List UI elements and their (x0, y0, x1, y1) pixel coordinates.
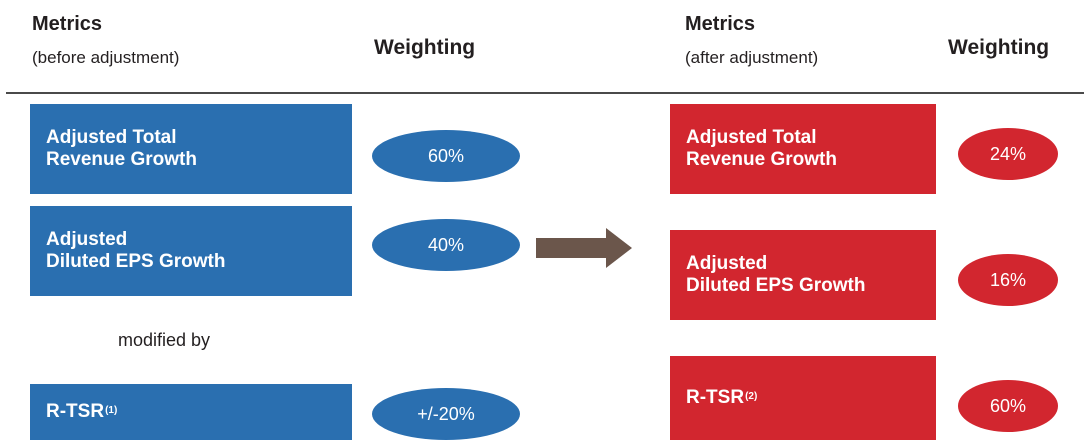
before-metrics-heading: Metrics (32, 13, 103, 35)
footnote-marker: (2) (745, 391, 758, 402)
after-weighting-heading: Weighting (948, 36, 1050, 59)
before-metric-revenue-growth: Adjusted Total Revenue Growth (30, 104, 352, 194)
after-metric-eps-growth: Adjusted Diluted EPS Growth (670, 230, 936, 320)
before-weight-rtsr: +/-20% (372, 388, 520, 440)
metric-label-line2: Diluted EPS Growth (686, 275, 866, 296)
after-weight-revenue-growth: 24% (958, 128, 1058, 180)
modified-by-text: modified by (118, 330, 211, 350)
metric-label-line2: Revenue Growth (46, 149, 197, 170)
after-metric-rtsr: R-TSR(2) (670, 356, 936, 440)
metric-label-line2: Diluted EPS Growth (46, 251, 226, 272)
metric-label-line1: Adjusted (686, 253, 768, 274)
before-metrics-subheading: (before adjustment) (32, 48, 180, 67)
after-metric-revenue-growth: Adjusted Total Revenue Growth (670, 104, 936, 194)
rtsr-text: R-TSR (686, 387, 745, 408)
metric-label-line1: Adjusted Total (46, 127, 177, 148)
after-metrics-heading: Metrics (685, 13, 756, 35)
before-metric-rtsr: R-TSR(1) (30, 384, 352, 440)
after-weight-eps-growth: 16% (958, 254, 1058, 306)
header-divider (6, 92, 1084, 94)
after-weight-rtsr: 60% (958, 380, 1058, 432)
after-metrics-subheading: (after adjustment) (685, 48, 819, 67)
rtsr-text: R-TSR (46, 401, 105, 422)
before-weighting-heading: Weighting (374, 36, 476, 59)
metric-label-line2: Revenue Growth (686, 149, 837, 170)
before-weight-eps-growth: 40% (372, 219, 520, 271)
before-metric-eps-growth: Adjusted Diluted EPS Growth (30, 206, 352, 296)
metric-label-line1: Adjusted Total (686, 127, 817, 148)
metric-label-rtsr: R-TSR(2) (686, 387, 936, 409)
metric-label-line1: Adjusted (46, 229, 128, 250)
right-arrow-icon (536, 228, 632, 268)
metric-label-rtsr: R-TSR(1) (46, 401, 352, 423)
before-weight-revenue-growth: 60% (372, 130, 520, 182)
footnote-marker: (1) (105, 405, 118, 416)
